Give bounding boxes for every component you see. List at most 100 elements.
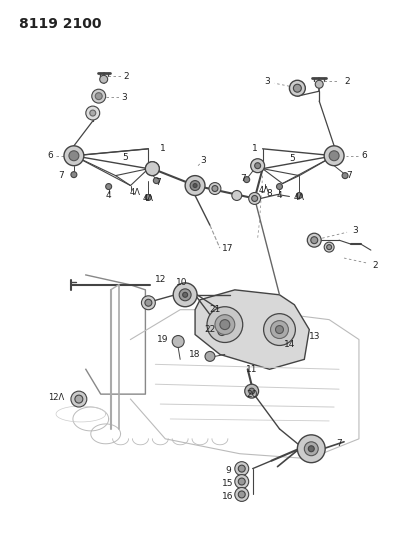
- Text: 4Λ: 4Λ: [293, 193, 304, 202]
- Circle shape: [234, 462, 248, 475]
- Circle shape: [248, 192, 260, 205]
- Text: 14: 14: [283, 340, 294, 349]
- Circle shape: [238, 465, 245, 472]
- Text: 15: 15: [222, 479, 233, 488]
- Text: 12Λ: 12Λ: [48, 393, 64, 401]
- Text: 2: 2: [344, 77, 349, 86]
- Circle shape: [296, 192, 301, 198]
- Text: 4Λ: 4Λ: [258, 186, 270, 195]
- Circle shape: [182, 292, 187, 297]
- Text: 6: 6: [360, 151, 366, 160]
- Text: 8: 8: [266, 189, 272, 198]
- Circle shape: [144, 299, 151, 306]
- Circle shape: [297, 435, 324, 463]
- Circle shape: [231, 190, 241, 200]
- Circle shape: [310, 237, 317, 244]
- Circle shape: [64, 146, 83, 166]
- Circle shape: [303, 442, 317, 456]
- Text: 2: 2: [124, 72, 129, 81]
- Circle shape: [99, 75, 108, 83]
- Circle shape: [204, 351, 214, 361]
- Text: 4Λ: 4Λ: [143, 194, 153, 203]
- Text: 7: 7: [345, 171, 351, 180]
- Circle shape: [106, 183, 111, 190]
- Circle shape: [324, 242, 333, 252]
- Circle shape: [145, 161, 159, 175]
- Circle shape: [69, 151, 79, 161]
- Circle shape: [234, 474, 248, 488]
- Circle shape: [95, 93, 102, 100]
- Circle shape: [211, 185, 217, 191]
- Text: 6: 6: [47, 151, 53, 160]
- Text: 1: 1: [160, 144, 166, 154]
- Circle shape: [250, 159, 264, 173]
- Text: 7: 7: [155, 178, 161, 187]
- Circle shape: [141, 296, 155, 310]
- Circle shape: [75, 395, 83, 403]
- Circle shape: [251, 196, 257, 201]
- Circle shape: [326, 245, 331, 249]
- Polygon shape: [195, 290, 308, 369]
- Circle shape: [179, 289, 191, 301]
- Text: 18: 18: [189, 350, 200, 359]
- Circle shape: [153, 177, 159, 183]
- Circle shape: [324, 146, 343, 166]
- Text: 10: 10: [176, 278, 187, 287]
- Circle shape: [172, 336, 184, 348]
- Circle shape: [149, 166, 155, 172]
- Text: 3: 3: [121, 93, 127, 102]
- Circle shape: [248, 388, 254, 394]
- Text: 2: 2: [371, 261, 377, 270]
- Text: 19: 19: [156, 335, 168, 344]
- Circle shape: [308, 446, 313, 452]
- Circle shape: [145, 195, 151, 200]
- Circle shape: [92, 89, 106, 103]
- Text: 22: 22: [204, 325, 215, 334]
- Circle shape: [243, 176, 249, 183]
- Circle shape: [71, 172, 76, 177]
- Circle shape: [234, 488, 248, 502]
- Circle shape: [85, 106, 99, 120]
- Circle shape: [190, 181, 200, 190]
- Text: 21: 21: [209, 305, 220, 314]
- Text: 7: 7: [335, 439, 341, 448]
- Text: 7: 7: [58, 171, 64, 180]
- Circle shape: [90, 110, 96, 116]
- Text: 1: 1: [251, 144, 257, 154]
- Circle shape: [289, 80, 305, 96]
- Circle shape: [173, 283, 197, 306]
- Circle shape: [328, 151, 338, 161]
- Circle shape: [71, 391, 87, 407]
- Text: 4: 4: [276, 191, 282, 200]
- Circle shape: [238, 491, 245, 498]
- Text: 4: 4: [106, 191, 111, 200]
- Text: 3: 3: [264, 77, 270, 86]
- Circle shape: [145, 161, 159, 175]
- Text: 9: 9: [225, 466, 230, 475]
- Text: 12: 12: [155, 276, 166, 285]
- Text: 7: 7: [239, 174, 245, 183]
- Circle shape: [293, 84, 301, 92]
- Text: 5: 5: [122, 154, 128, 162]
- Text: 13: 13: [308, 332, 319, 341]
- Circle shape: [275, 326, 283, 334]
- Circle shape: [263, 314, 294, 345]
- Circle shape: [193, 183, 197, 188]
- Text: 5: 5: [289, 154, 294, 163]
- Circle shape: [207, 306, 242, 343]
- Circle shape: [270, 321, 288, 338]
- Circle shape: [214, 314, 234, 335]
- Circle shape: [185, 175, 204, 196]
- Circle shape: [315, 80, 322, 88]
- Text: 4Λ: 4Λ: [130, 188, 141, 197]
- Circle shape: [238, 478, 245, 485]
- Text: 11: 11: [245, 365, 257, 374]
- Text: 17: 17: [222, 244, 233, 253]
- Text: 8119 2100: 8119 2100: [19, 17, 101, 31]
- Circle shape: [341, 173, 347, 179]
- Circle shape: [244, 384, 258, 398]
- Text: 3: 3: [200, 156, 205, 165]
- Circle shape: [209, 183, 220, 195]
- Circle shape: [217, 328, 225, 336]
- Circle shape: [219, 320, 229, 329]
